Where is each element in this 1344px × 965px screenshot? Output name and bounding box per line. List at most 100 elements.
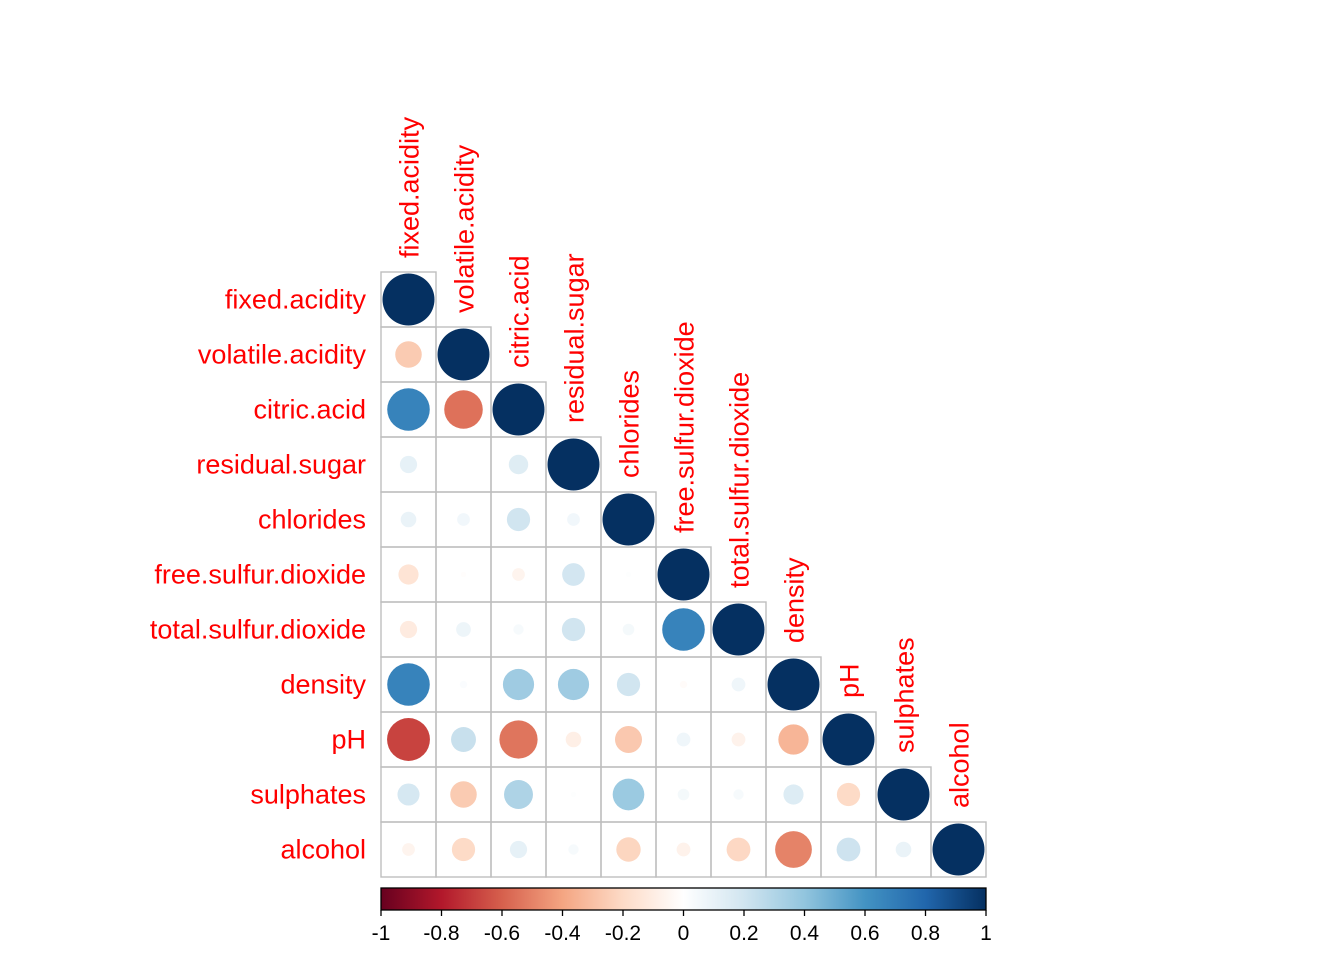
correlation-circle: [502, 668, 535, 701]
correlation-circle: [567, 513, 580, 526]
correlation-circle: [767, 658, 820, 711]
correlation-circle: [677, 788, 690, 801]
correlation-circle: [676, 732, 691, 747]
correlation-circle: [731, 677, 746, 692]
correlation-circle: [387, 388, 430, 431]
colorbar-tick-label: 0: [678, 922, 690, 945]
correlation-circle: [492, 383, 545, 436]
correlation-circle: [568, 844, 579, 855]
correlation-circle: [570, 791, 577, 798]
correlation-circle: [836, 782, 861, 807]
correlation-circle: [712, 603, 765, 656]
correlation-circle: [459, 680, 468, 689]
correlation-circle: [625, 571, 632, 578]
row-label: citric.acid: [253, 395, 366, 425]
correlation-circle: [547, 438, 600, 491]
column-label: citric.acid: [505, 255, 535, 368]
correlation-circle: [460, 571, 467, 578]
colorbar-tick-label: -0.8: [423, 922, 459, 945]
row-labels: fixed.acidity volatile.acidity citric.acid…: [150, 285, 367, 865]
correlation-circle: [836, 837, 861, 862]
correlation-circle: [602, 493, 655, 546]
column-labels: fixed.acidity volatile.acidity citric.acid…: [395, 116, 975, 808]
correlation-circle: [614, 725, 643, 754]
column-label: volatile.acidity: [450, 144, 480, 313]
correlation-circle: [662, 608, 705, 651]
row-label: fixed.acidity: [225, 285, 367, 315]
correlation-circle: [676, 842, 691, 857]
grid-cell: [930, 821, 987, 878]
colorbar-tick-label: -0.4: [544, 922, 581, 945]
grid-cells: [380, 271, 987, 878]
correlation-circle: [778, 724, 809, 755]
colorbar-tick-label: 0.8: [911, 922, 940, 945]
correlation-circle: [512, 568, 525, 581]
colorbar-tick-label: 0.2: [729, 922, 758, 945]
column-label: sulphates: [890, 637, 920, 753]
correlation-circle: [398, 564, 419, 585]
colorbar-tick-label: 0.4: [790, 922, 820, 945]
column-label: free.sulfur.dioxide: [670, 321, 700, 533]
correlation-circle: [397, 783, 420, 806]
correlation-circle: [657, 548, 710, 601]
row-label: pH: [331, 725, 366, 755]
row-label: total.sulfur.dioxide: [150, 615, 366, 645]
correlation-circle: [399, 620, 418, 639]
correlation-circle: [509, 840, 528, 859]
correlation-circle: [506, 507, 531, 532]
correlation-circle: [775, 831, 812, 868]
correlation-circle: [561, 617, 586, 642]
correlation-circle: [822, 713, 875, 766]
colorbar-tick-label: 0.6: [850, 922, 879, 945]
column-label: pH: [835, 663, 865, 698]
row-label: sulphates: [250, 780, 366, 810]
color-legend: -1 -0.8 -0.6 -0.4 -0.2 0 0.2 0.4 0.6 0.8 1: [372, 887, 992, 945]
correlation-circles: [382, 273, 985, 876]
row-label: residual.sugar: [196, 450, 366, 480]
correlation-circle: [399, 455, 418, 474]
colorbar-tick-label: -0.6: [484, 922, 520, 945]
correlation-circle: [612, 778, 645, 811]
correlation-circle: [932, 823, 985, 876]
correlation-circle: [726, 837, 751, 862]
correlation-circle: [395, 341, 422, 368]
correlation-circle: [877, 768, 930, 821]
correlation-circle: [783, 784, 804, 805]
colorbar-tick-label: -0.2: [605, 922, 641, 945]
correlation-circle: [387, 663, 430, 706]
correlation-circle: [513, 624, 524, 635]
correlation-circle: [616, 672, 641, 697]
correlation-circle: [437, 328, 490, 381]
correlation-circle: [451, 837, 476, 862]
grid-cell: [435, 436, 492, 493]
row-label: chlorides: [258, 505, 366, 535]
correlation-circle: [451, 727, 476, 752]
correlation-circle: [400, 511, 417, 528]
correlation-circle: [679, 680, 688, 689]
correlation-circle: [508, 454, 529, 475]
correlation-circle: [444, 390, 483, 429]
colorbar: [380, 887, 987, 911]
correlation-circle: [616, 837, 641, 862]
column-label: density: [780, 557, 810, 643]
column-label: alcohol: [945, 722, 975, 808]
correlation-circle: [499, 720, 538, 759]
colorbar-tick-label: 1: [980, 922, 992, 945]
correlation-circle: [504, 780, 533, 809]
correlation-circle: [622, 623, 635, 636]
column-label: fixed.acidity: [395, 116, 425, 258]
correlation-circle: [402, 843, 415, 856]
row-label: alcohol: [280, 835, 366, 865]
row-label: free.sulfur.dioxide: [154, 560, 366, 590]
correlation-circle: [562, 563, 585, 586]
column-label: chlorides: [615, 370, 645, 478]
correlation-circle: [457, 513, 470, 526]
correlation-circle: [557, 668, 590, 701]
correlation-circle: [456, 622, 471, 637]
correlation-circle: [731, 732, 746, 747]
correlation-circle: [382, 273, 435, 326]
correlation-circle: [565, 731, 582, 748]
column-label: residual.sugar: [560, 253, 590, 423]
